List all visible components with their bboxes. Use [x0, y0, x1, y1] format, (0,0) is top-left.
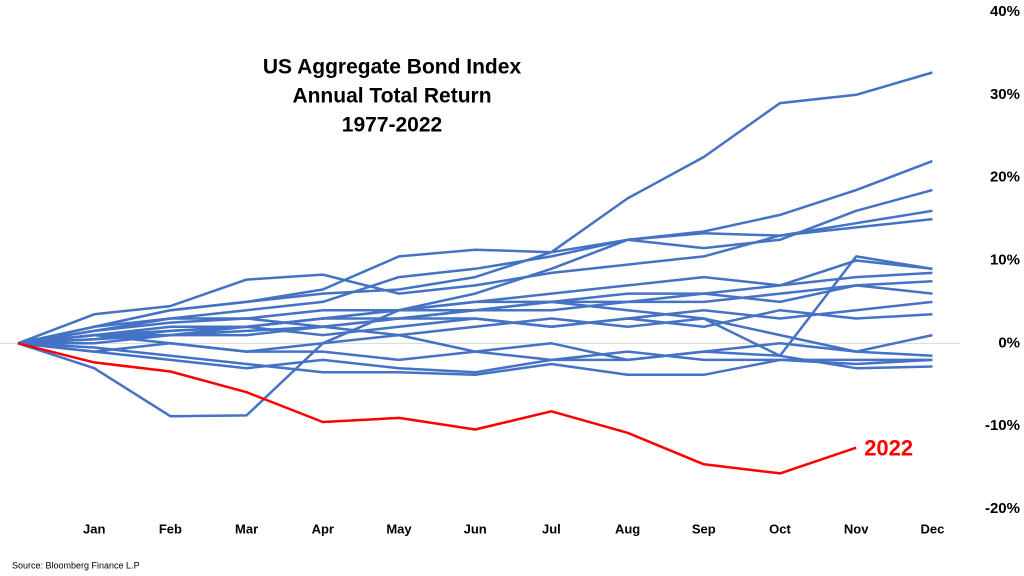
x-tick-label: Apr: [312, 521, 334, 536]
series-line: [17, 342, 857, 475]
series-line: [17, 342, 933, 366]
series-line: [17, 279, 933, 345]
x-tick-label: Jan: [83, 521, 105, 536]
x-tick-label: Oct: [769, 521, 791, 536]
y-tick-label: -20%: [985, 500, 1020, 517]
series-line: [18, 300, 933, 345]
x-tick-label: Jul: [542, 521, 561, 536]
source-note: Source: Bloomberg Finance L.P: [12, 560, 140, 570]
series-line: [17, 271, 933, 345]
chart-title: 1977-2022: [342, 114, 442, 137]
x-tick-label: Jun: [464, 521, 487, 536]
y-tick-label: -10%: [985, 417, 1020, 434]
y-tick-label: 40%: [990, 3, 1020, 20]
x-tick-label: Nov: [844, 521, 869, 536]
series-line: [17, 342, 933, 374]
series-label: 2022: [864, 436, 913, 461]
y-tick-label: 30%: [990, 86, 1020, 103]
x-tick-label: Sep: [692, 521, 716, 536]
x-tick-label: May: [386, 521, 412, 536]
x-tick-label: Aug: [615, 521, 640, 536]
y-tick-label: 20%: [990, 169, 1020, 186]
series-line: [17, 159, 933, 418]
chart-title: Annual Total Return: [292, 85, 491, 108]
x-tick-label: Feb: [159, 521, 182, 536]
y-tick-label: 10%: [990, 251, 1020, 268]
series-line: [17, 188, 933, 345]
x-tick-label: Dec: [920, 521, 944, 536]
x-tick-label: Mar: [235, 521, 258, 536]
chart-title: US Aggregate Bond Index: [263, 56, 522, 79]
y-tick-label: 0%: [998, 334, 1020, 351]
